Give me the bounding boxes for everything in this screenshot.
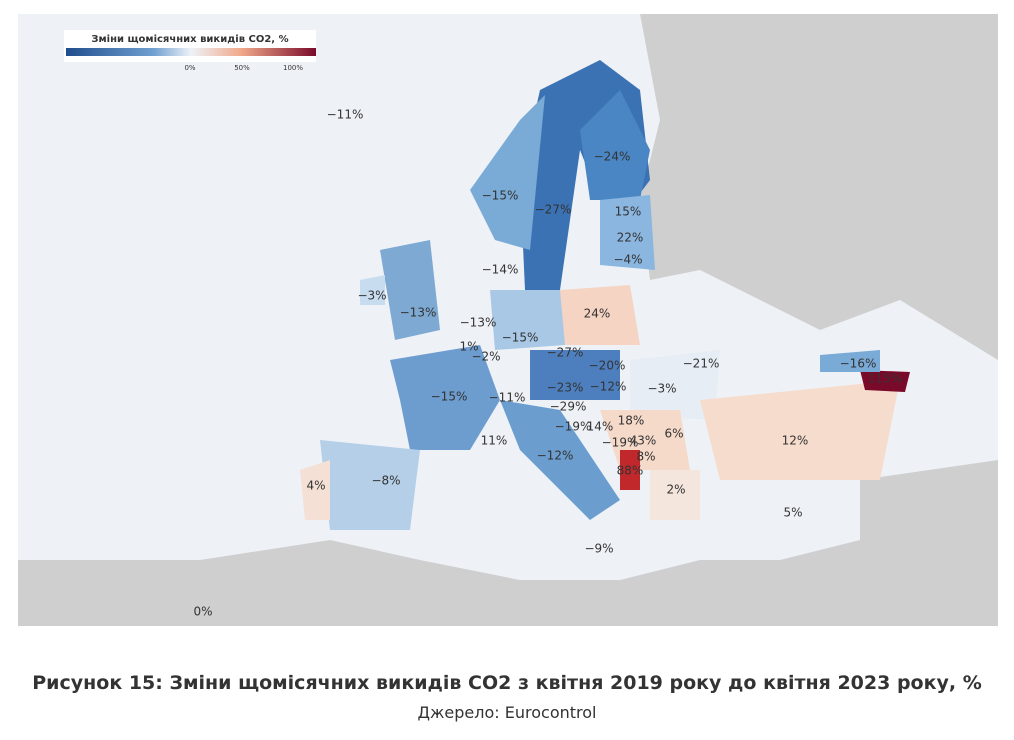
region-label: −27% [535,203,572,217]
region-label: −8% [371,474,400,488]
region-label: −24% [594,150,631,164]
region-label: −11% [327,108,364,122]
region-label: −3% [647,382,676,396]
region-label: 5% [783,506,802,520]
region-label: −15% [482,189,519,203]
region-label: −16% [840,357,877,371]
region-label: −4% [613,253,642,267]
region-label: −2% [471,350,500,364]
region-label: −3% [357,289,386,303]
region-label: −21% [683,357,720,371]
region-label: 43% [630,434,657,448]
region-label: −15% [502,331,539,345]
region-label: 15% [615,205,642,219]
region-label: −13% [400,306,437,320]
region-label: 1% [459,340,478,354]
region-label: 18% [618,414,645,428]
map: Зміни щомісячних викидів CO2, % 0% 50% 100… [18,14,998,626]
region-label: 2% [666,483,685,497]
region-label: 11% [481,434,508,448]
region-label: −23% [547,381,584,395]
region-label: 8% [636,450,655,464]
legend-tick: 100% [283,64,303,72]
region-label: 115% [868,372,902,386]
region-label: 6% [664,427,683,441]
region-label: 22% [617,231,644,245]
region-label: 12% [782,434,809,448]
region-label: 88% [617,464,644,478]
region-label: −13% [460,316,497,330]
caption-source: Джерело: Eurocontrol [417,703,597,722]
caption-title: Рисунок 15: Зміни щомісячних викидів CO2… [32,672,982,694]
legend-tick: 50% [234,64,250,72]
legend-tick: 0% [184,64,195,72]
region-label: −15% [431,390,468,404]
region-label: −19% [555,420,592,434]
region-label: 4% [306,479,325,493]
region-label: −12% [590,380,627,394]
region-label: −12% [537,449,574,463]
map-area [18,14,998,626]
region-label: −29% [550,400,587,414]
region-label: −19% [602,436,639,450]
legend-title: Зміни щомісячних викидів CO2, % [91,34,288,45]
region-label: 0% [193,605,212,619]
region-label: −11% [489,391,526,405]
legend: Зміни щомісячних викидів CO2, % [64,30,316,62]
region-label: −20% [589,359,626,373]
region-label: −27% [547,346,584,360]
region-label: 14% [587,420,614,434]
region-label: −9% [584,542,613,556]
region-label: 24% [584,307,611,321]
region-label: −14% [482,263,519,277]
